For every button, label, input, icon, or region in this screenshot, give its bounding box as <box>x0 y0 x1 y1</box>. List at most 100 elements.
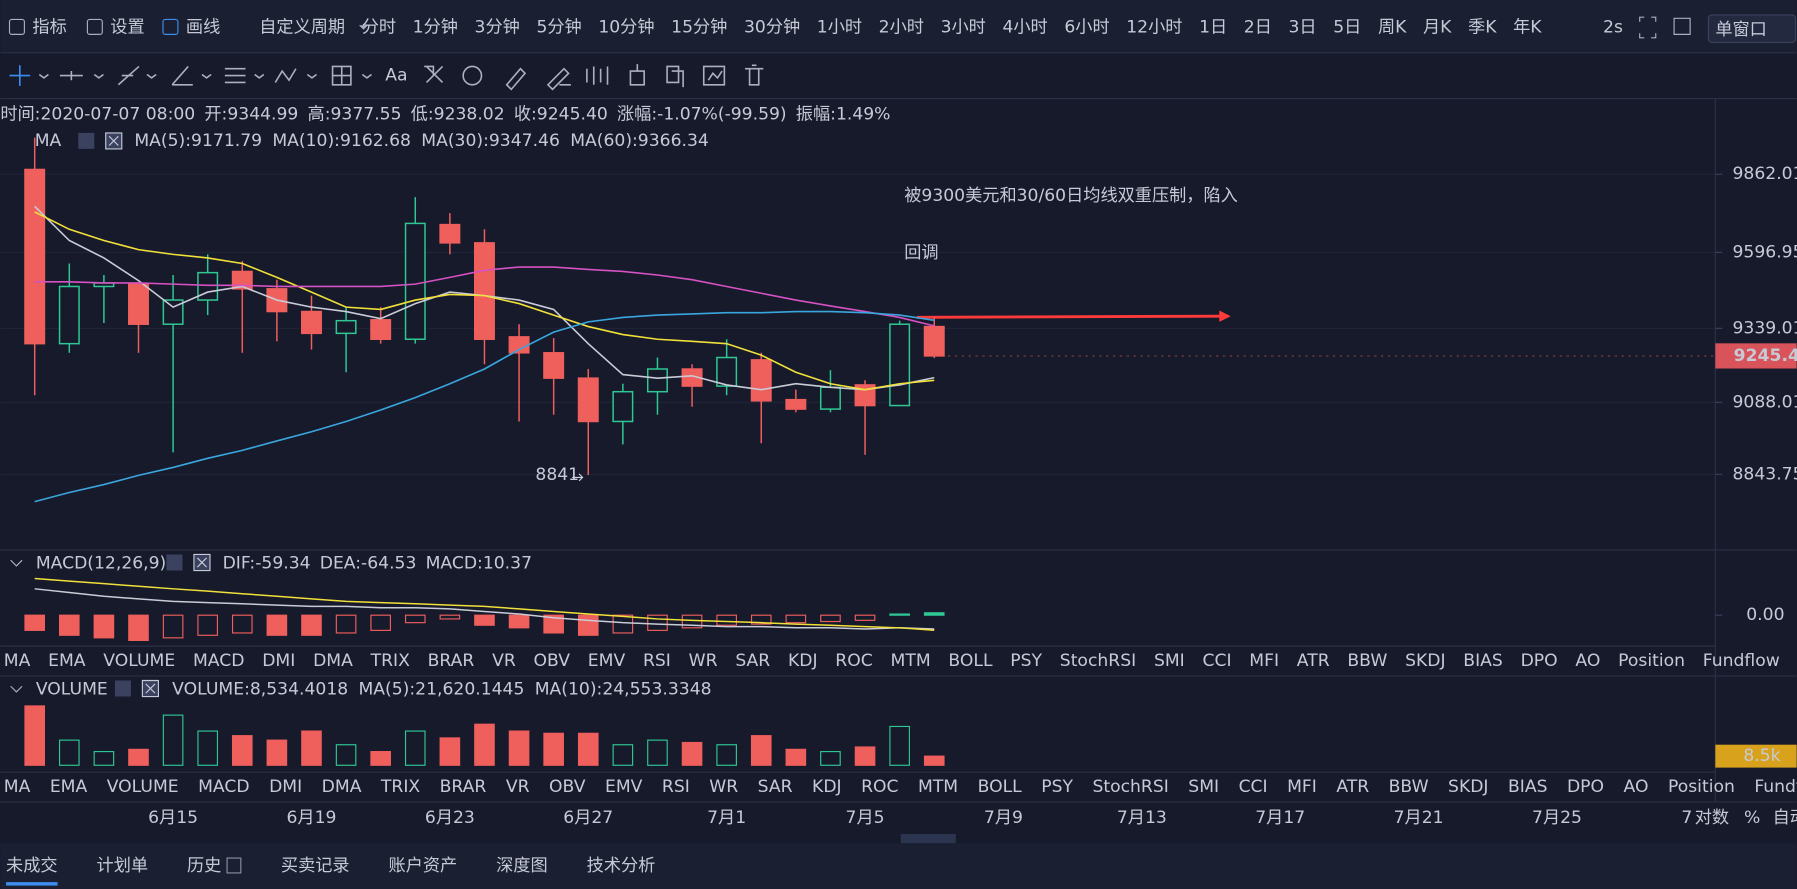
indicator-tab[interactable]: TRIX <box>380 777 420 797</box>
period-button[interactable]: 15分钟 <box>671 17 727 37</box>
indicator-tab[interactable]: DMA <box>313 651 353 671</box>
window-select[interactable] <box>1707 14 1797 43</box>
indicator-tab[interactable]: RSI <box>643 651 671 671</box>
period-button[interactable]: 10分钟 <box>598 17 654 37</box>
indicator-tab[interactable]: BRAR <box>440 777 487 797</box>
indicator-tab[interactable]: OBV <box>549 777 586 797</box>
period-button[interactable]: 2小时 <box>879 17 924 37</box>
period-button[interactable]: 2日 <box>1244 17 1272 37</box>
indicator-tab[interactable]: MA <box>4 651 31 671</box>
indicator-tab[interactable]: Fundflow <box>1703 651 1780 671</box>
close-icon[interactable] <box>141 679 160 698</box>
tool-icon[interactable] <box>86 18 103 35</box>
window-select-label[interactable]: 单窗口 <box>1715 20 1767 40</box>
indicator-tab[interactable]: AO <box>1624 777 1649 797</box>
indicator-tab[interactable]: AO <box>1575 651 1600 671</box>
period-button[interactable]: 3日 <box>1289 17 1317 37</box>
period-button[interactable]: 30分钟 <box>744 17 800 37</box>
indicator-tab[interactable]: Position <box>1668 777 1735 797</box>
indicator-tab[interactable]: BIAS <box>1463 651 1503 671</box>
indicator-tab[interactable]: ROC <box>835 651 872 671</box>
indicator-tab[interactable]: SKDJ <box>1448 777 1488 797</box>
indicator-tab[interactable]: EMV <box>605 777 643 797</box>
bottom-tab[interactable]: 深度图 <box>496 856 548 876</box>
period-button[interactable]: 1分钟 <box>413 17 458 37</box>
indicator-tab[interactable]: BBW <box>1389 777 1429 797</box>
window-icon[interactable] <box>1673 17 1691 35</box>
indicator-tab[interactable]: BRAR <box>428 651 475 671</box>
collapse-caret[interactable] <box>10 685 23 693</box>
indicator-tab[interactable]: WR <box>709 777 738 797</box>
indicator-tab[interactable]: KDJ <box>812 777 842 797</box>
period-button[interactable]: 1小时 <box>817 17 862 37</box>
bottom-tab[interactable]: 计划单 <box>97 856 149 876</box>
indicator-tab[interactable]: DPO <box>1521 651 1558 671</box>
period-button[interactable]: 自定义周期 <box>259 17 345 37</box>
indicator-tab[interactable]: MFI <box>1249 651 1279 671</box>
tool-icon[interactable] <box>8 18 25 35</box>
indicator-tab[interactable]: ROC <box>861 777 898 797</box>
indicator-tab[interactable]: VR <box>506 777 530 797</box>
bottom-tab[interactable]: 技术分析 <box>587 856 656 876</box>
indicator-tab[interactable]: RSI <box>662 777 690 797</box>
settings-icon[interactable] <box>78 132 95 149</box>
indicator-tab[interactable]: DMI <box>262 651 295 671</box>
indicator-tab[interactable]: MACD <box>193 651 244 671</box>
indicator-tab[interactable]: EMA <box>48 651 86 671</box>
indicator-tab[interactable]: OBV <box>534 651 571 671</box>
indicator-tab[interactable]: VOLUME <box>103 651 175 671</box>
indicator-tab[interactable]: CCI <box>1239 777 1268 797</box>
indicator-tab[interactable]: MA <box>4 777 31 797</box>
indicator-tab[interactable]: CCI <box>1202 651 1231 671</box>
indicator-tab[interactable]: SMI <box>1188 777 1219 797</box>
tool-button[interactable]: 画线 <box>186 17 220 37</box>
scroll-handle[interactable] <box>900 834 956 844</box>
period-button[interactable]: 5分钟 <box>536 17 581 37</box>
drawing-tools[interactable] <box>9 64 764 91</box>
indicator-tab[interactable]: BOLL <box>948 651 993 671</box>
indicator-tab[interactable]: KDJ <box>788 651 818 671</box>
tool-button[interactable]: 设置 <box>110 17 144 37</box>
indicator-tab[interactable]: MTM <box>918 777 958 797</box>
indicator-tab[interactable]: StochRSI <box>1092 777 1168 797</box>
indicator-tab[interactable]: ATR <box>1297 651 1330 671</box>
settings-icon[interactable] <box>114 680 131 697</box>
indicator-tab[interactable]: SMI <box>1154 651 1185 671</box>
indicator-tab[interactable]: DMA <box>322 777 362 797</box>
period-button[interactable]: 3小时 <box>941 17 986 37</box>
indicator-tab[interactable]: VR <box>492 651 516 671</box>
period-button[interactable]: 5日 <box>1333 17 1361 37</box>
indicator-tab[interactable]: Position <box>1618 651 1685 671</box>
bottom-tab[interactable]: 买卖记录 <box>281 856 350 876</box>
tool-button[interactable]: 指标 <box>32 17 66 37</box>
indicator-tab[interactable]: MFI <box>1287 777 1317 797</box>
period-button[interactable]: 12小时 <box>1126 17 1182 37</box>
period-button[interactable]: 周K <box>1378 17 1407 37</box>
period-button[interactable]: 6小时 <box>1064 17 1109 37</box>
bottom-tab[interactable]: 未成交 <box>6 856 58 876</box>
scale-mode[interactable]: 对数 <box>1695 808 1729 828</box>
period-button[interactable]: 年K <box>1513 17 1542 37</box>
indicator-tab[interactable]: BBW <box>1347 651 1387 671</box>
period-button[interactable]: 3分钟 <box>475 17 520 37</box>
indicator-tab[interactable]: VOLUME <box>107 777 179 797</box>
indicator-tab[interactable]: EMV <box>588 651 626 671</box>
close-icon[interactable] <box>193 553 211 572</box>
collapse-caret[interactable] <box>10 559 23 567</box>
indicator-tab[interactable]: StochRSI <box>1060 651 1136 671</box>
bottom-tab[interactable]: 账户资产 <box>389 856 458 876</box>
indicator-tab[interactable]: SAR <box>758 777 793 797</box>
indicator-tab[interactable]: EMA <box>50 777 88 797</box>
period-button[interactable]: 分时 <box>362 17 396 37</box>
indicator-tab[interactable]: Fundflow <box>1754 777 1797 797</box>
indicator-tab[interactable]: SKDJ <box>1405 651 1445 671</box>
indicator-tab[interactable]: ATR <box>1336 777 1369 797</box>
indicator-tab[interactable]: BIAS <box>1508 777 1548 797</box>
period-button[interactable]: 1日 <box>1199 17 1227 37</box>
bottom-tab[interactable]: 历史 <box>187 856 221 876</box>
indicator-tab[interactable]: PSY <box>1041 777 1073 797</box>
period-button[interactable]: 月K <box>1423 17 1452 37</box>
indicator-tab[interactable]: DMI <box>269 777 302 797</box>
scale-mode[interactable]: 自动 <box>1773 808 1797 828</box>
indicator-tab[interactable]: PSY <box>1010 651 1042 671</box>
